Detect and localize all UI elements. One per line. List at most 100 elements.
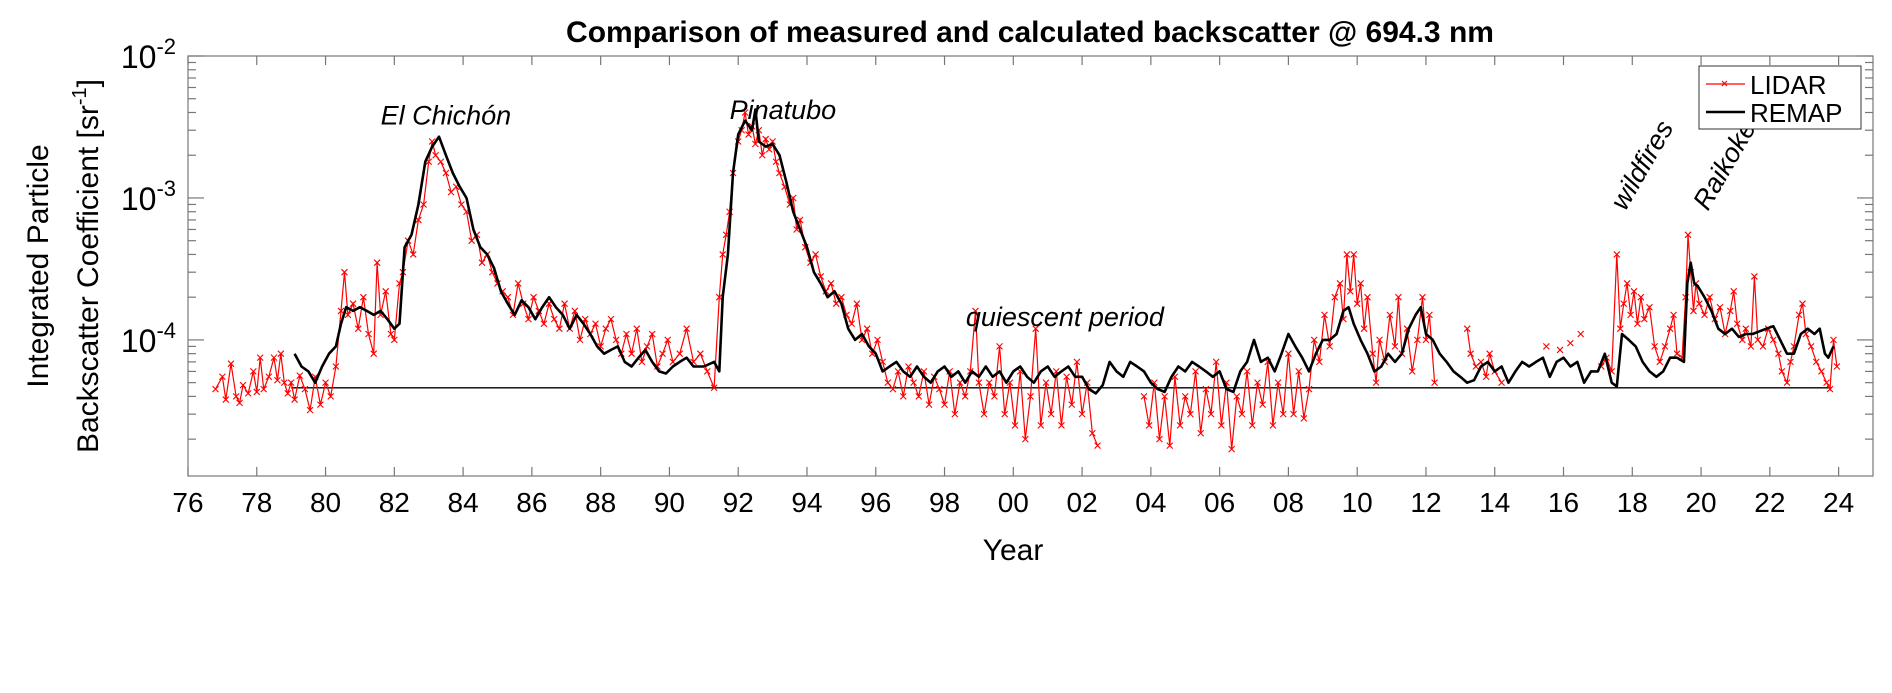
lidar-point-marker [1542,343,1550,350]
lidar-point-marker [1630,287,1638,295]
lidar-point-marker [581,315,589,323]
lidar-point-marker [1823,379,1830,387]
lidar-point-marker [884,379,892,387]
lidar-point-marker [772,158,780,166]
lidar-point-marker [1742,325,1750,333]
lidar-point-marker [991,393,998,400]
lidar-point-marker [1783,379,1791,387]
lidar-point-marker [284,390,292,397]
lidar-point-marker [925,401,933,409]
lidar-point-marker [648,330,656,338]
lidar-point-marker [1567,339,1574,347]
lidar-point-marker [1413,336,1421,344]
lidar-point-marker [1637,293,1645,301]
lidar-point-marker [683,325,691,333]
x-tick-label: 96 [860,487,891,518]
lidar-point-marker [232,393,240,400]
lidar-point-marker [966,368,974,375]
lidar-point-marker [1047,410,1055,418]
x-tick-label: 98 [929,487,960,518]
lidar-point-marker [905,363,912,370]
lidar-point-marker [996,343,1003,350]
x-tick-label: 76 [172,487,203,518]
lidar-point-marker [1350,251,1358,258]
lidar-point-marker [359,293,367,301]
lidar-point-marker [1556,346,1564,354]
lidar-point-marker [327,393,335,400]
annotation-raikoke: Raikoke [1687,115,1762,214]
lidar-point-marker [1738,336,1746,344]
lidar-point-marker [287,379,295,387]
lidar-point-marker [390,336,398,344]
lidar-point-marker [951,410,959,418]
lidar-point-marker [1290,410,1297,418]
lidar-point-marker [1078,410,1086,418]
lidar-point-marker [602,325,610,333]
lidar-point-marker [1616,325,1624,333]
lidar-point-marker [703,368,711,375]
lidar-point-marker [442,169,450,177]
lidar-point-marker [265,373,273,381]
lidar-point-marker [676,350,684,358]
lidar-point-marker [612,336,620,344]
lidar-point-marker [1001,410,1009,418]
lidar-point-marker [1305,385,1313,393]
lidar-point-marker [280,379,288,387]
lidar-point-marker [1187,410,1194,418]
lidar-point-marker [1073,358,1081,366]
lidar-point-marker [1431,379,1438,387]
lidar-point-marker [1376,336,1383,344]
lidar-point-marker [1295,368,1303,375]
lidar-point-marker [244,390,252,397]
lidar-point-marker [306,406,314,414]
x-tick-label: 88 [585,487,616,518]
x-tick-label: 04 [1135,487,1166,518]
lidar-point-marker [236,399,243,407]
lidar-point-marker [1315,358,1323,366]
lidar-point-marker [349,300,357,308]
plot-area-frame [187,55,1874,477]
lidar-point-marker [1701,311,1708,319]
lidar-point-marker [1372,379,1380,387]
x-axis-label: Year [983,534,1044,567]
lidar-point-marker [530,293,537,301]
lidar-point-marker [370,350,378,358]
lidar-point-marker [561,300,568,308]
lidar-point-marker [832,300,840,308]
lidar-point-marker [1754,336,1762,344]
lidar-point-marker [719,251,727,258]
y-axis-label-line1: Integrated Particle [22,144,55,387]
lidar-point-marker [277,350,285,358]
lidar-point-marker [894,368,902,375]
lidar-point-marker [1032,325,1040,333]
lidar-point-marker [571,307,579,315]
lidar-point-marker [296,372,304,380]
lidar-point-marker [550,315,558,323]
lidar-point-marker [1238,410,1246,418]
lidar-point-marker [980,410,988,418]
lidar-point-marker [1684,231,1692,239]
lidar-point-marker [1726,307,1734,315]
x-tick-label: 84 [448,487,479,518]
lidar-point-marker [1733,320,1741,328]
lidar-point-marker [1391,343,1399,350]
lidar-point-marker [420,201,427,208]
lidar-point-marker [1197,429,1205,437]
x-tick-label: 12 [1410,487,1441,518]
lidar-point-marker [555,325,563,333]
x-tick-label: 22 [1754,487,1785,518]
lidar-point-marker [1467,350,1475,358]
lidar-point-marker [956,379,964,387]
lidar-point-marker [457,201,465,208]
lidar-point-marker [1336,280,1344,287]
lidar-point-marker [540,320,548,328]
lidar-point-marker [1759,343,1767,350]
lidar-point-marker [1202,385,1210,393]
lidar-series-line [214,112,1838,450]
lidar-point-marker [659,350,666,358]
lidar-point-marker [1730,287,1738,295]
lidar-point-marker [745,131,752,138]
lidar-point-marker [337,307,345,315]
lidar-point-marker [1228,445,1236,453]
lidar-point-marker [1285,350,1292,358]
